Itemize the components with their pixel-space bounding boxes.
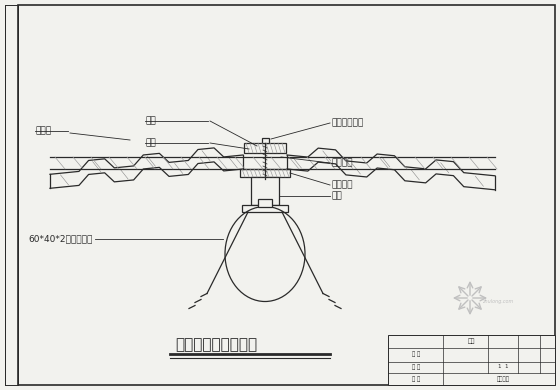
Text: 自攻自钻螺钉: 自攻自钻螺钉 [332,119,364,128]
Bar [258,199,272,206]
Bar [5,5,18,385]
Text: 60*40*2矩形檩条管: 60*40*2矩形檩条管 [28,234,92,243]
Text: 支托: 支托 [332,191,343,200]
Text: 1  1: 1 1 [498,365,508,369]
Text: 铆钉: 铆钉 [145,138,156,147]
Bar [251,177,279,205]
Bar [242,205,288,212]
Text: 校 对: 校 对 [412,364,420,370]
Bar [240,169,290,177]
Text: 密封硅胶: 密封硅胶 [332,158,353,167]
Text: zhulong.com: zhulong.com [482,299,514,304]
Text: 彩钢板顺坡连接节点: 彩钢板顺坡连接节点 [175,337,257,353]
Text: 钢板: 钢板 [145,117,156,126]
Bar [262,138,268,143]
Bar [388,335,555,385]
Text: 图纸编号: 图纸编号 [497,376,510,382]
Text: 设 计: 设 计 [412,351,420,357]
Text: 彩钢板: 彩钢板 [35,126,51,135]
Text: 内衬钢板: 内衬钢板 [332,181,353,190]
Bar [244,143,286,153]
Text: 附件: 附件 [468,338,475,344]
Text: 审 核: 审 核 [412,376,420,382]
